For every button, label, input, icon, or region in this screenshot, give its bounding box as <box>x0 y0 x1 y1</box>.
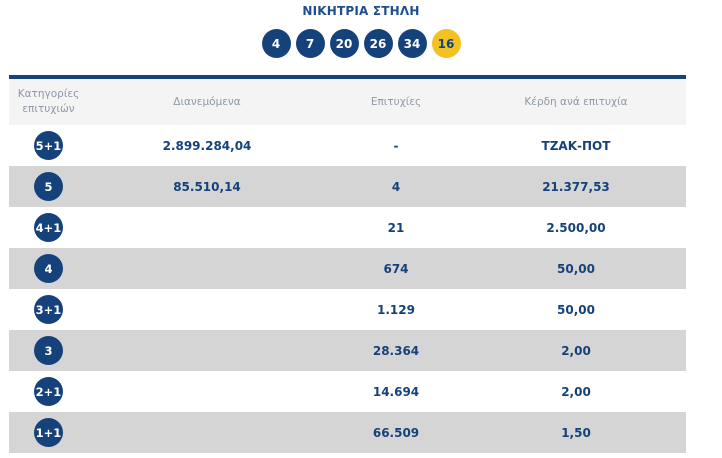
winners-cell: 21 <box>387 220 405 235</box>
winning-numbers: 4 7 20 26 34 16 <box>0 29 722 58</box>
number-ball: 20 <box>329 29 359 58</box>
table-top-border <box>9 75 686 79</box>
winners-cell: 4 <box>391 179 401 194</box>
prize-cell: 1,50 <box>561 425 591 440</box>
table-row: 3+1 1.129 50,00 <box>9 289 686 330</box>
number-ball: 34 <box>397 29 427 58</box>
table-row: 4 674 50,00 <box>9 248 686 289</box>
distributed-cell: 2.899.284,04 <box>162 138 252 153</box>
prize-cell: ΤΖΑΚ-ΠΟΤ <box>541 138 611 153</box>
table-row: 5 85.510,14 4 21.377,53 <box>9 166 686 207</box>
category-badge: 2+1 <box>34 377 63 406</box>
table-row: 5+1 2.899.284,04 - ΤΖΑΚ-ΠΟΤ <box>9 125 686 166</box>
results-table: Κατηγορίες επιτυχιών Διανεμόμενα Επιτυχί… <box>9 75 686 453</box>
prize-cell: 21.377,53 <box>542 179 610 194</box>
category-badge: 5+1 <box>34 131 63 160</box>
number-ball: 7 <box>295 29 325 58</box>
header-winners: Επιτυχίες <box>370 96 422 108</box>
winning-numbers-title: ΝΙΚΗΤΡΙΑ ΣΤΗΛΗ <box>302 4 420 18</box>
category-badge: 3 <box>34 336 63 365</box>
category-badge: 4 <box>34 254 63 283</box>
winners-cell: 66.509 <box>372 425 420 440</box>
category-badge: 1+1 <box>34 418 63 447</box>
table-row: 1+1 66.509 1,50 <box>9 412 686 453</box>
table-header: Κατηγορίες επιτυχιών Διανεμόμενα Επιτυχί… <box>9 79 686 125</box>
joker-ball: 16 <box>431 29 461 58</box>
winners-cell: 1.129 <box>377 302 415 317</box>
table-row: 4+1 21 2.500,00 <box>9 207 686 248</box>
prize-cell: 2.500,00 <box>546 220 606 235</box>
category-badge: 4+1 <box>34 213 63 242</box>
prize-cell: 50,00 <box>557 302 595 317</box>
prize-cell: 2,00 <box>561 384 591 399</box>
category-badge: 5 <box>34 172 63 201</box>
prize-cell: 2,00 <box>561 343 591 358</box>
distributed-cell: 85.510,14 <box>173 179 241 194</box>
category-badge: 3+1 <box>34 295 63 324</box>
number-ball: 26 <box>363 29 393 58</box>
header-distributed: Διανεμόμενα <box>173 96 241 108</box>
header-category: Κατηγορίες επιτυχιών <box>9 87 88 117</box>
header-prize: Κέρδη ανά επιτυχία <box>524 96 628 108</box>
header-category-line1: Κατηγορίες <box>17 88 80 100</box>
table-row: 3 28.364 2,00 <box>9 330 686 371</box>
prize-cell: 50,00 <box>557 261 595 276</box>
table-row: 2+1 14.694 2,00 <box>9 371 686 412</box>
number-ball: 4 <box>261 29 291 58</box>
header-category-line2: επιτυχιών <box>22 103 75 115</box>
winners-cell: 14.694 <box>372 384 420 399</box>
winners-cell: - <box>393 138 399 153</box>
winners-cell: 674 <box>383 261 409 276</box>
winners-cell: 28.364 <box>372 343 420 358</box>
